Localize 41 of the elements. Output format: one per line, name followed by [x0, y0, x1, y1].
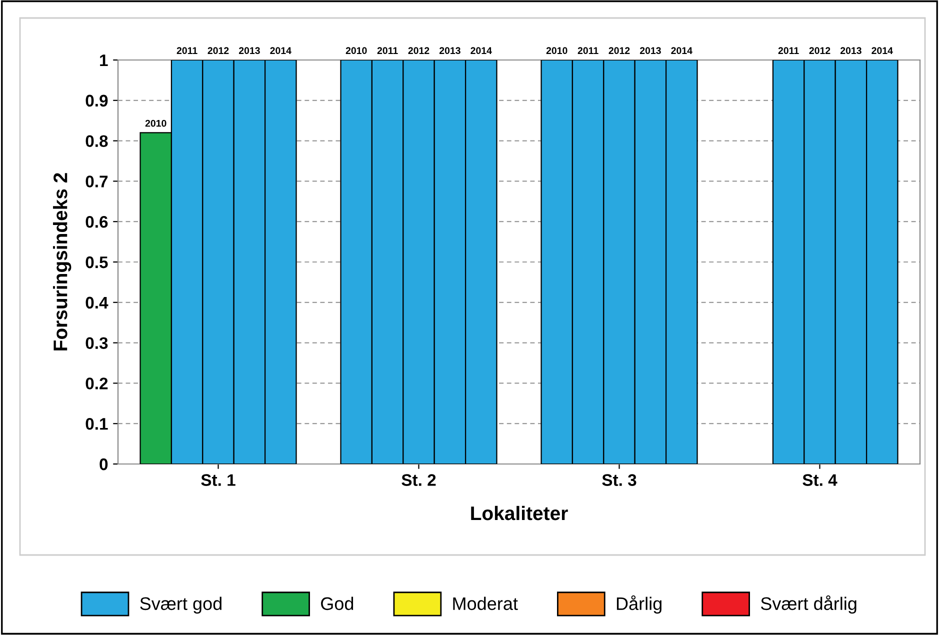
y-tick-label: 0.5 [86, 256, 108, 268]
legend-label: Svært dårlig [760, 595, 856, 614]
text: 2012 [408, 47, 430, 54]
series-label: 2013 [238, 47, 260, 54]
text: 2014 [671, 47, 692, 54]
text: 2014 [470, 47, 492, 54]
text: 2012 [809, 47, 830, 54]
x-tick-label: St. 1 [201, 474, 236, 486]
series-label: 2010 [145, 120, 166, 127]
y-tick-label: 0.8 [86, 135, 108, 148]
series-label: 2011 [176, 47, 198, 54]
text: 2013 [840, 47, 862, 54]
series-label: 2012 [208, 47, 229, 54]
text: 2011 [578, 47, 598, 54]
y-tick-label: 0.7 [86, 176, 108, 188]
x-axis-title: Lokaliteter [471, 506, 568, 520]
legend-label: Svært god [140, 596, 222, 614]
text: 2011 [377, 47, 398, 54]
legend-label: God [321, 596, 354, 610]
x-tick-label: St. 3 [602, 474, 636, 486]
text: 2013 [439, 47, 460, 54]
y-tick-label: 0.9 [86, 94, 108, 107]
y-tick-label: 0.2 [86, 378, 108, 390]
y-tick-label: 1 [100, 54, 108, 66]
text: 2013 [640, 47, 661, 54]
x-tick-label: St. 2 [402, 474, 436, 486]
text: 2014 [872, 47, 893, 54]
text: 2010 [346, 47, 367, 54]
legend-label: Moderat [453, 596, 518, 610]
series-label: 2014 [270, 47, 292, 54]
y-axis-title: Forsuringsindeks 2 [53, 173, 72, 350]
y-tick-label: 0.6 [86, 216, 108, 228]
legend-label: Dårlig [616, 595, 662, 614]
text: 2010 [546, 47, 568, 54]
y-tick-label: 0.1 [86, 418, 108, 430]
x-tick-label: St. 4 [802, 474, 838, 486]
text: 2011 [778, 47, 799, 54]
text: 2012 [608, 47, 630, 54]
y-tick-label: 0 [100, 458, 108, 470]
y-tick-label: 0.4 [86, 296, 108, 309]
y-tick-label: 0.3 [86, 337, 108, 350]
